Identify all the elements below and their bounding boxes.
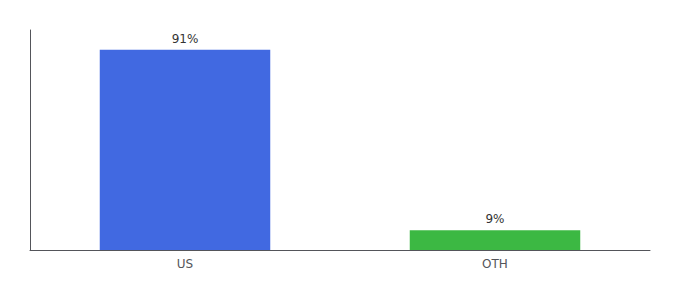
svg-text:OTH: OTH xyxy=(482,257,508,271)
svg-text:9%: 9% xyxy=(485,212,504,226)
svg-text:91%: 91% xyxy=(172,32,199,46)
svg-text:US: US xyxy=(177,257,193,271)
